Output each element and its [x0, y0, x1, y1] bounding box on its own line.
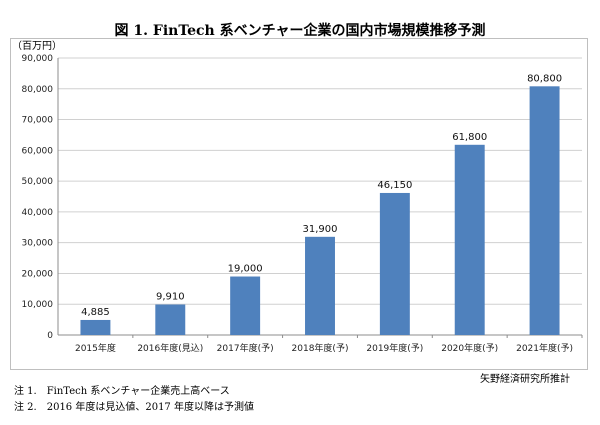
- x-tick-label: 2019年度(予): [366, 342, 423, 354]
- y-tick-label: 60,000: [22, 146, 54, 156]
- data-label: 31,900: [303, 224, 338, 235]
- data-label: 80,800: [527, 73, 562, 84]
- x-tick-label: 2020年度(予): [441, 342, 498, 354]
- y-tick-label: 30,000: [22, 239, 54, 249]
- y-tick-label: 70,000: [22, 116, 54, 126]
- bar: [529, 86, 560, 335]
- y-tick-label: 90,000: [22, 54, 54, 64]
- data-label: 61,800: [452, 132, 487, 143]
- bar: [155, 304, 186, 335]
- bar: [379, 192, 410, 335]
- bar: [80, 319, 111, 335]
- y-axis-unit-label: （百万円）: [12, 40, 62, 52]
- x-tick-label: 2016年度(見込): [137, 342, 203, 354]
- data-label: 46,150: [377, 180, 412, 191]
- y-tick-label: 40,000: [22, 208, 54, 218]
- chart-area: （百万円） 0 10,000 20,000 30,000 40,000 50,000 60,0…: [10, 38, 588, 370]
- x-tick-label: 2021年度(予): [516, 342, 573, 354]
- data-label: 19,000: [228, 264, 263, 275]
- y-tick-label: 0: [47, 331, 53, 341]
- footnotes: 注 1. FinTech 系ベンチャー企業売上高ベース 注 2. 2016 年度…: [14, 384, 254, 416]
- y-tick-label: 80,000: [22, 85, 54, 95]
- bar-chart: （百万円） 0 10,000 20,000 30,000 40,000 50,000 60,0…: [10, 38, 588, 370]
- x-tick-label: 2015年度: [75, 342, 116, 354]
- bar: [230, 276, 261, 335]
- chart-title: 図 1. FinTech 系ベンチャー企業の国内市場規模推移予測: [114, 23, 486, 39]
- x-tick-label: 2017年度(予): [217, 342, 274, 354]
- chart-border: [10, 38, 588, 370]
- footnote-2: 注 2. 2016 年度は見込値、2017 年度以降は予測値: [14, 402, 254, 413]
- y-tick-label: 50,000: [22, 177, 54, 187]
- x-tick-label: 2018年度(予): [292, 342, 349, 354]
- data-label: 4,885: [81, 307, 110, 318]
- footnote-1: 注 1. FinTech 系ベンチャー企業売上高ベース: [14, 386, 230, 397]
- data-label: 9,910: [156, 291, 185, 302]
- y-tick-label: 10,000: [22, 300, 54, 310]
- bar: [454, 144, 485, 335]
- y-tick-label: 20,000: [22, 269, 54, 279]
- source-note: 矢野経済研究所推計: [480, 374, 570, 385]
- bar: [305, 236, 335, 335]
